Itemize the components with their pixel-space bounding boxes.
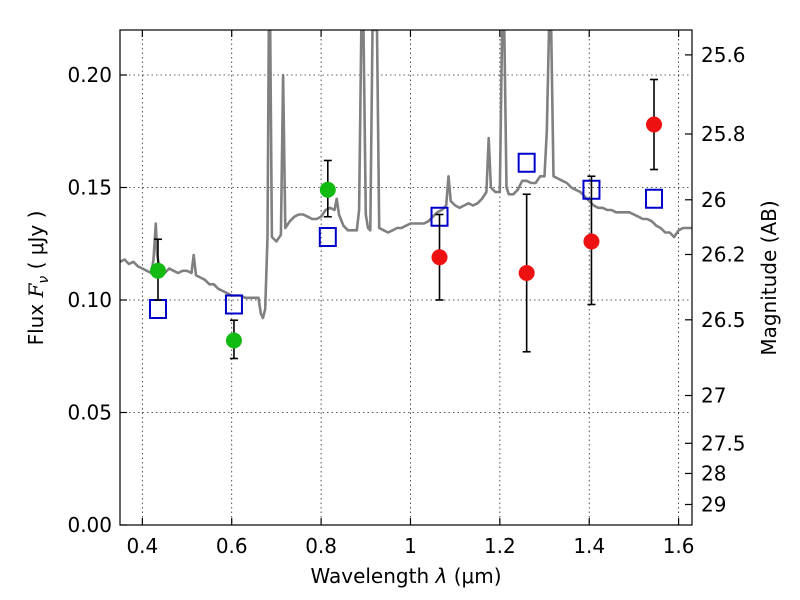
observed-point bbox=[319, 181, 336, 198]
y-tick-label: 0.20 bbox=[67, 63, 112, 87]
y2-tick-label: 25.8 bbox=[701, 122, 746, 146]
x-tick-label: 0.6 bbox=[216, 534, 248, 558]
marker-layer bbox=[148, 78, 664, 360]
model-photometry-point bbox=[224, 294, 243, 315]
y2-tick-label: 26.2 bbox=[701, 242, 746, 266]
model-photometry-point bbox=[645, 188, 664, 209]
model-photometry-point bbox=[148, 299, 167, 319]
y2-tick-label: 27.5 bbox=[701, 431, 746, 455]
y-tick-label: 0.15 bbox=[67, 176, 112, 200]
observed-point bbox=[149, 262, 166, 279]
y2-axis-label: Magnitude (AB) bbox=[757, 200, 781, 355]
observed-point bbox=[583, 233, 600, 250]
y-tick-label: 0.00 bbox=[67, 513, 112, 537]
y2-tick-label: 26 bbox=[701, 188, 726, 212]
y-tick-label: 0.05 bbox=[67, 401, 112, 425]
x-tick-label: 1.2 bbox=[484, 534, 516, 558]
model-photometry-point bbox=[318, 227, 337, 247]
y2-tick-label: 28 bbox=[701, 461, 726, 485]
y2-tick-label: 29 bbox=[701, 492, 726, 516]
model-spectrum-line bbox=[120, 30, 692, 320]
y-tick-label: 0.10 bbox=[67, 288, 112, 312]
x-tick-label: 0.4 bbox=[126, 534, 158, 558]
x-axis-label: Wavelength λ (μm) bbox=[310, 564, 501, 588]
data-layer bbox=[120, 30, 692, 320]
observed-point bbox=[431, 249, 448, 266]
x-tick-label: 1.6 bbox=[663, 534, 695, 558]
observed-point bbox=[225, 332, 242, 349]
x-tick-label: 1 bbox=[404, 534, 417, 558]
grid bbox=[120, 30, 692, 525]
model-photometry-point bbox=[517, 152, 536, 173]
plot-frame bbox=[119, 29, 693, 526]
y2-tick-label: 26.5 bbox=[701, 308, 746, 332]
observed-point bbox=[646, 116, 663, 133]
y2-tick-label: 25.6 bbox=[701, 43, 746, 67]
x-tick-label: 1.4 bbox=[573, 534, 605, 558]
observed-point bbox=[518, 265, 535, 281]
y2-tick-label: 27 bbox=[701, 384, 726, 408]
y-axis-label: Flux Fν ( μJy ) bbox=[24, 211, 52, 346]
ticks: 0.4 0.6 0.8 1 1.2 1.4 1.6 0.00 0.05 0.10 0.15 0.20 2… bbox=[67, 30, 746, 558]
x-tick-label: 0.8 bbox=[305, 534, 337, 558]
